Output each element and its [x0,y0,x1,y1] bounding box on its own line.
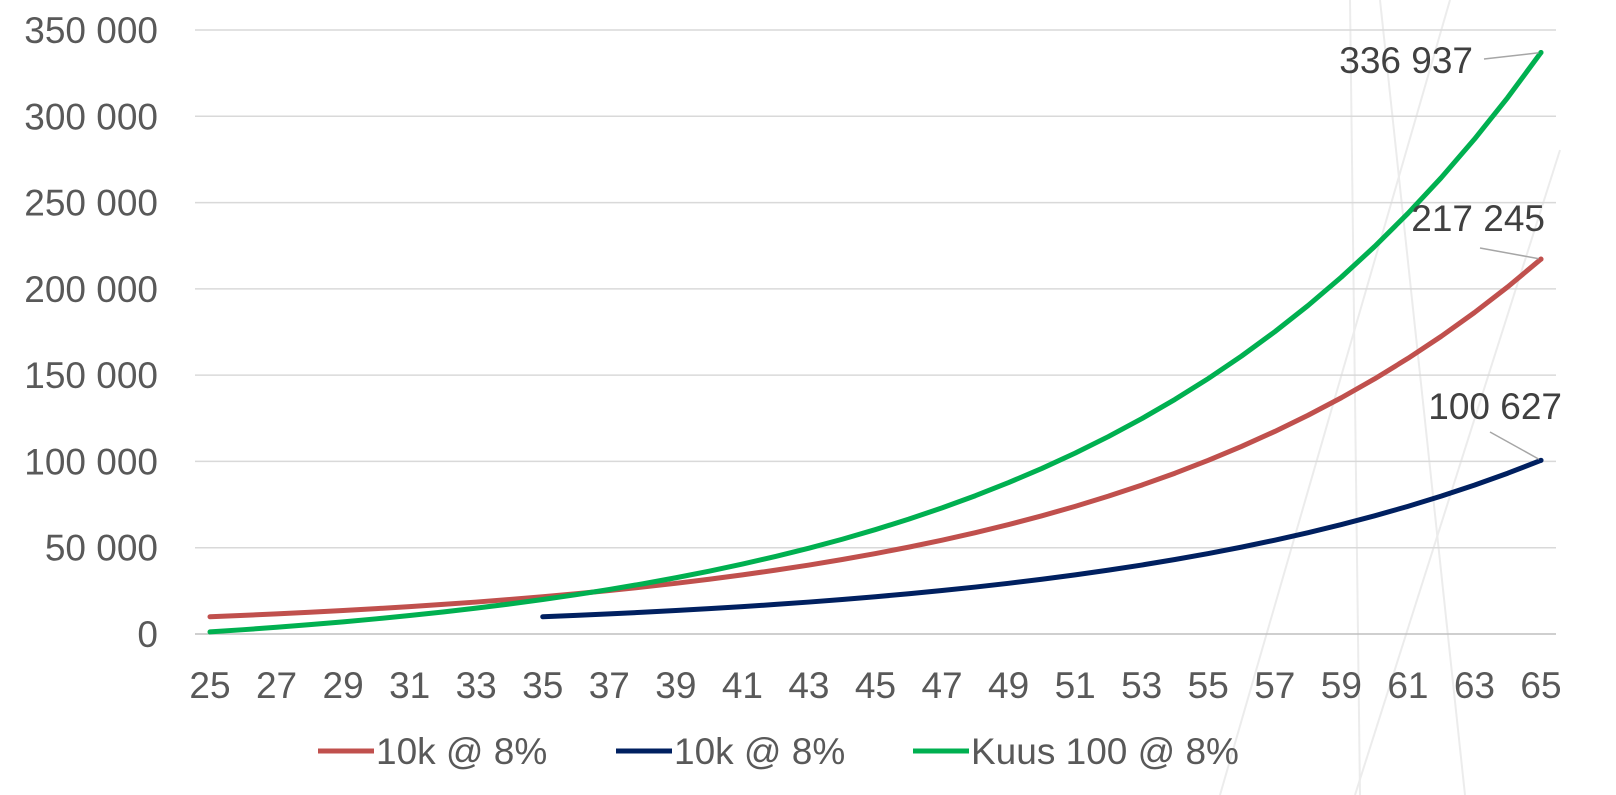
x-tick-label: 27 [256,665,297,706]
x-tick-label: 31 [389,665,430,706]
x-axis: 25 27 29 31 33 35 37 39 41 43 45 47 49 51 53 55 57 59 61 63… [189,665,1561,706]
x-tick-label: 57 [1254,665,1295,706]
y-tick-label: 200 000 [24,269,158,310]
x-tick-label: 25 [189,665,230,706]
data-label: 336 937 [1339,40,1473,81]
x-tick-label: 41 [722,665,763,706]
data-label-leader [1483,51,1542,60]
y-tick-label: 300 000 [24,96,158,137]
x-tick-label: 61 [1387,665,1428,706]
legend-label: 10k @ 8% [674,731,845,772]
data-label: 217 245 [1411,198,1545,239]
y-tick-label: 250 000 [24,183,158,224]
x-tick-label: 59 [1321,665,1362,706]
x-tick-label: 51 [1055,665,1096,706]
y-tick-label: 150 000 [24,355,158,396]
x-tick-label: 47 [921,665,962,706]
x-tick-label: 63 [1454,665,1495,706]
x-tick-label: 49 [988,665,1029,706]
x-tick-label: 43 [788,665,829,706]
series-line-2 [540,457,1544,620]
series-lines [207,50,1544,635]
x-tick-label: 33 [456,665,497,706]
series-line-1 [207,256,1544,620]
background-decoration [1219,0,1561,795]
x-tick-label: 53 [1121,665,1162,706]
x-tick-label: 55 [1188,665,1229,706]
data-labels: 336 937 217 245 100 627 [1339,40,1562,463]
data-label-leader [1489,431,1542,462]
data-point-end [1538,256,1544,262]
data-label: 100 627 [1428,386,1562,427]
data-point-end [1538,50,1544,56]
gridlines [195,29,1556,635]
x-tick-label: 35 [522,665,563,706]
x-tick-label: 29 [323,665,364,706]
x-tick-label: 39 [655,665,696,706]
y-axis: 0 50 000 100 000 150 000 200 000 250 000 300 0… [24,10,158,655]
x-tick-label: 65 [1520,665,1561,706]
legend-label: 10k @ 8% [376,731,547,772]
x-tick-label: 45 [855,665,896,706]
y-tick-label: 350 000 [24,10,158,51]
y-tick-label: 100 000 [24,441,158,482]
legend-label: Kuus 100 @ 8% [971,731,1239,772]
x-tick-label: 37 [589,665,630,706]
data-label-leader [1479,247,1542,260]
data-point-end [1538,457,1544,463]
y-tick-label: 0 [137,614,158,655]
y-tick-label: 50 000 [45,528,158,569]
legend: 10k @ 8% 10k @ 8% Kuus 100 @ 8% [318,731,1239,772]
series-line-3 [207,50,1544,635]
